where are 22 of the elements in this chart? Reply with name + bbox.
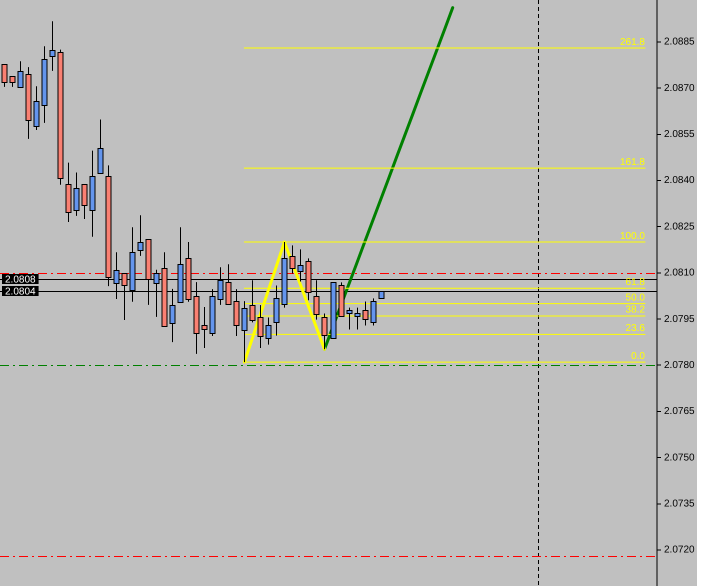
y-tick-label: 2.0720 — [664, 544, 696, 556]
y-tick-label: 2.0825 — [664, 221, 696, 232]
series-label: 50.0 — [626, 292, 646, 304]
y-tick-label: 2.0840 — [664, 175, 696, 186]
y-tick-label: 2.0795 — [664, 314, 696, 325]
series-label: 161.8 — [620, 156, 646, 168]
series-label: 38.2 — [626, 304, 646, 316]
series-label: 23.6 — [626, 323, 646, 334]
series-label: 261.8 — [620, 36, 646, 48]
y-tick-label: 2.0735 — [664, 498, 696, 510]
ref-line-label: 2.0804 — [4, 286, 36, 298]
series-label: 0.0 — [631, 350, 646, 362]
y-tick-label: 2.0780 — [664, 360, 696, 371]
y-tick-label: 2.0885 — [664, 36, 696, 48]
y-tick-label: 2.0855 — [664, 129, 696, 140]
series-label: 100.0 — [620, 230, 646, 242]
y-tick-label: 2.0870 — [664, 82, 696, 94]
y-tick-label: 2.0810 — [664, 268, 696, 279]
y-tick-label: 2.0765 — [664, 406, 696, 418]
y-tick-label: 2.0750 — [664, 452, 696, 464]
series-label: 61.8 — [626, 276, 646, 288]
ref-line-label: 2.0808 — [4, 274, 36, 286]
